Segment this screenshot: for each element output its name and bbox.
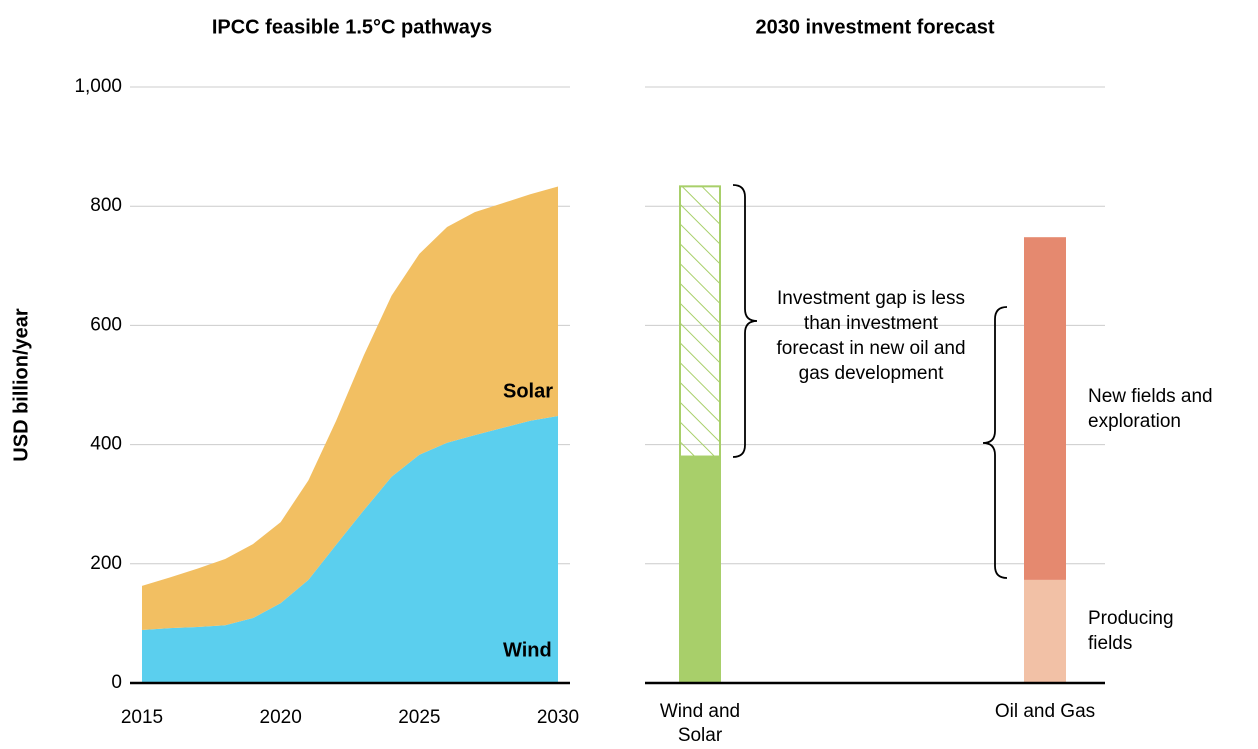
chart-title: IPCC feasible 1.5°C pathways	[212, 16, 492, 38]
chart-title: 2030 investment forecast	[755, 16, 994, 38]
brace	[982, 306, 1008, 579]
legend-label: Producing fields	[1088, 608, 1174, 655]
area	[142, 415, 558, 683]
bar	[679, 185, 721, 458]
x-tick-label: 2025	[398, 707, 440, 728]
y-tick-label: 200	[90, 553, 122, 574]
y-tick-label: 400	[90, 434, 122, 455]
x-tick-label: Oil and Gas	[994, 701, 1096, 722]
series-label: Solar	[503, 380, 553, 402]
x-tick-label: 2030	[537, 707, 579, 728]
marks: 0 200 400 600 800 1,000 2015 2020 2025 2030	[74, 76, 1105, 728]
x-tick-label: Wind and Solar	[659, 701, 741, 746]
brace	[732, 184, 758, 458]
y-axis-label: USD billion/year	[10, 308, 32, 462]
x-tick-label: 2015	[121, 707, 163, 728]
bar	[679, 456, 721, 683]
legend-label: New fields and exploration	[1088, 385, 1213, 432]
y-tick-label: 1,000	[74, 76, 122, 97]
annotation: Investment gap is less than investment f…	[776, 288, 966, 384]
area	[142, 186, 558, 630]
y-tick-label: 0	[111, 672, 122, 693]
series-label: Wind	[503, 639, 552, 661]
bar	[1024, 579, 1066, 683]
y-tick-label: 600	[90, 314, 122, 335]
x-tick-label: 2020	[260, 707, 302, 728]
bar	[1024, 237, 1066, 580]
y-tick-label: 800	[90, 195, 122, 216]
